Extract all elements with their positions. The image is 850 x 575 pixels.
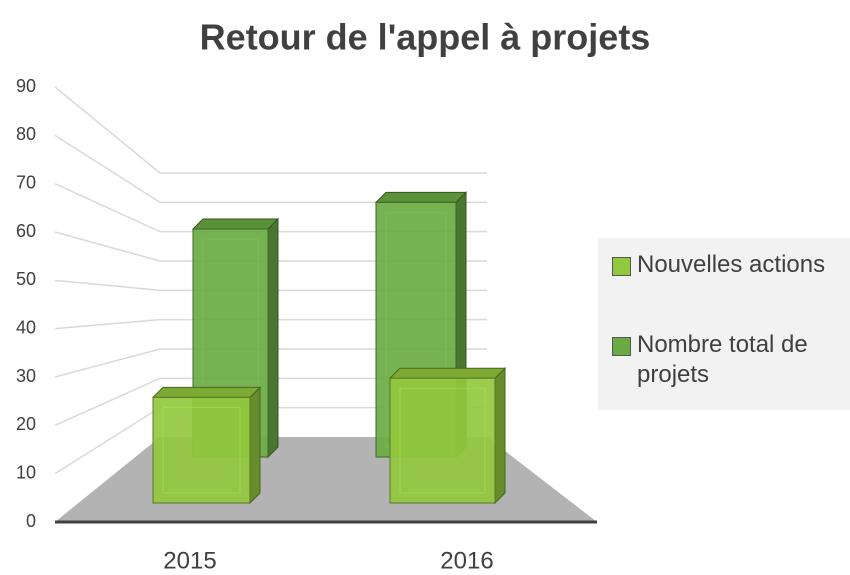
bar-inner (399, 387, 486, 494)
x-tick-label: 2016 (440, 547, 493, 574)
y-tick-label: 90 (16, 76, 36, 96)
bar-front (152, 396, 251, 504)
bar-top (374, 191, 468, 203)
legend-label: Nouvelles actions (637, 251, 826, 278)
legend: Nouvelles actions Nombre total de projets (598, 238, 850, 410)
bar-top (151, 386, 262, 398)
legend-item: Nouvelles actions (612, 250, 848, 280)
y-tick-label: 0 (26, 511, 36, 531)
y-tick-label: 10 (16, 462, 36, 482)
y-tick-label: 50 (16, 269, 36, 289)
bar (151, 386, 262, 505)
bar-side (249, 386, 261, 505)
bar-side (267, 217, 279, 459)
y-tick-label: 80 (16, 124, 36, 144)
x-tick-label: 2015 (163, 547, 216, 574)
bar-side (494, 366, 506, 505)
bar (388, 366, 507, 505)
grid-line (54, 86, 487, 174)
legend-swatch (612, 337, 631, 356)
chart-title: Retour de l'appel à projets (200, 17, 651, 58)
y-tick-label: 60 (16, 221, 36, 241)
bar-top (388, 367, 507, 379)
legend-item: Nombre total de projets (612, 330, 848, 390)
y-tick-label: 20 (16, 414, 36, 434)
bar-front (389, 377, 496, 504)
floor (55, 437, 597, 522)
legend-label: Nombre total de projets (637, 331, 808, 388)
y-tick-label: 70 (16, 172, 36, 192)
legend-swatch (612, 257, 631, 276)
bar-top (191, 218, 280, 230)
y-tick-label: 30 (16, 366, 36, 386)
y-tick-label: 40 (16, 317, 36, 337)
bar-inner (162, 406, 241, 494)
